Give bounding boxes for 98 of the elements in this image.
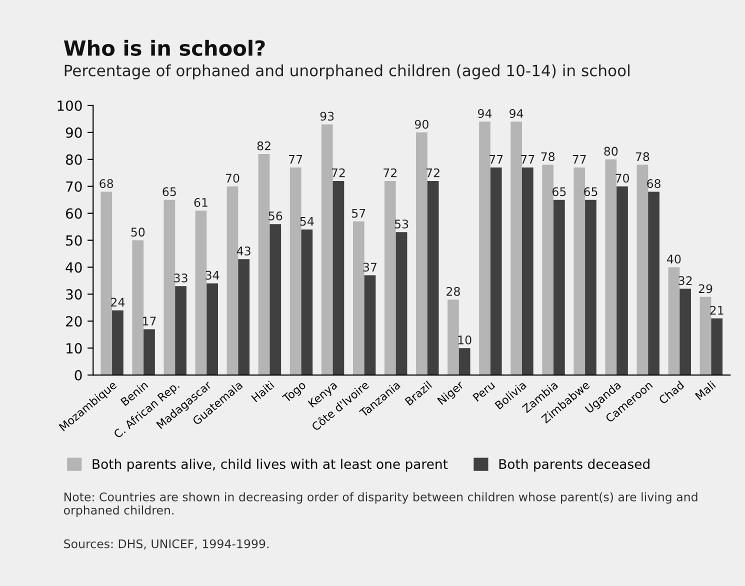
data-label: 65: [162, 187, 176, 196]
data-label: 90: [414, 120, 428, 129]
y-tick-label: 40: [66, 262, 82, 273]
bar: [510, 122, 522, 376]
bar: [112, 310, 124, 376]
data-label: 34: [206, 270, 220, 280]
bar: [206, 283, 218, 376]
bar: [427, 180, 439, 376]
bar: [144, 329, 155, 376]
data-label: 33: [174, 273, 188, 282]
y-tick-label: 80: [66, 154, 82, 165]
bar: [352, 221, 364, 376]
bar: [711, 318, 723, 376]
data-label: 72: [426, 168, 440, 178]
bar: [301, 229, 313, 376]
data-label: 40: [667, 254, 681, 264]
data-label: 94: [510, 109, 524, 118]
bar: [132, 240, 144, 376]
data-label: 32: [678, 276, 692, 286]
y-tick-label: 30: [66, 289, 82, 300]
bar: [458, 348, 470, 376]
data-label: 37: [363, 262, 376, 272]
y-tick-label: 100: [58, 100, 82, 111]
data-label: 57: [352, 208, 366, 218]
data-label: 28: [446, 286, 460, 296]
source-note: Sources: DHS, UNICEF, 1994-1999.: [64, 539, 268, 550]
data-label: 68: [100, 179, 114, 188]
bar: [384, 180, 396, 376]
bar: [100, 192, 112, 376]
y-tick-label: 20: [66, 316, 82, 327]
bar: [668, 267, 680, 376]
data-label: 77: [521, 155, 534, 164]
data-label: 50: [131, 228, 145, 237]
bar: [175, 286, 186, 376]
data-label: 72: [332, 168, 345, 178]
data-label: 77: [572, 155, 586, 164]
data-label: 70: [616, 174, 629, 183]
bar: [680, 288, 691, 376]
data-label: 10: [458, 335, 472, 344]
bar: [332, 180, 344, 376]
data-label: 72: [384, 168, 396, 178]
bar: [270, 224, 282, 376]
bar: [258, 154, 270, 376]
bar: [164, 200, 176, 376]
bar: [226, 186, 238, 376]
bar: [585, 200, 596, 376]
chart-subtitle: Percentage of orphaned and unorphaned children (aged 10-14) in school: [64, 64, 630, 80]
y-tick-label: 70: [66, 181, 82, 192]
data-label: 21: [710, 306, 724, 315]
data-label: 78: [636, 152, 650, 162]
data-label: 70: [226, 174, 240, 183]
y-tick-label: 60: [66, 208, 82, 219]
data-label: 78: [541, 152, 555, 162]
data-label: 80: [604, 146, 618, 156]
data-label: 68: [647, 179, 660, 188]
chart-title: Who is in school?: [64, 40, 265, 56]
bar: [574, 167, 586, 376]
data-label: 65: [552, 187, 566, 196]
text: Note: Countries are shown in decreasing order of disparity between children whose parent(s) are living and orphaned children.: [64, 492, 698, 517]
data-label: 65: [584, 187, 598, 196]
data-label: 29: [698, 284, 712, 294]
bar: [522, 167, 534, 376]
bar: [238, 259, 250, 376]
y-tick-label: 0: [74, 370, 82, 381]
bar: [636, 164, 648, 376]
data-label: 61: [194, 198, 208, 207]
bar: [616, 186, 628, 376]
data-label: 77: [490, 155, 503, 164]
bar: [554, 200, 565, 376]
bar: [448, 300, 459, 376]
bar: [364, 275, 376, 376]
data-label: 77: [289, 155, 302, 164]
y-tick-label: 10: [66, 343, 82, 354]
data-label: 54: [300, 217, 314, 226]
bar: [195, 210, 207, 376]
x-tick-label: Togo: [282, 380, 308, 405]
data-label: 82: [257, 141, 270, 150]
bar: [416, 132, 428, 376]
bar: [605, 159, 617, 376]
bar: [396, 232, 408, 376]
legend-label: Both parents alive, child lives with at least one parent: [92, 458, 448, 472]
data-label: 93: [320, 112, 334, 121]
data-label: 24: [111, 298, 125, 306]
data-label: 56: [268, 211, 282, 220]
bar: [479, 122, 490, 376]
bar: [542, 164, 554, 376]
bar: [321, 124, 333, 376]
bar: [648, 192, 660, 376]
y-tick-label: 90: [66, 127, 82, 138]
y-tick-label: 50: [66, 235, 82, 246]
data-label: 43: [236, 246, 250, 256]
bar: [290, 167, 302, 376]
legend-label: Both parents deceased: [499, 458, 650, 472]
data-label: 53: [394, 220, 408, 228]
data-label: 17: [143, 316, 156, 326]
data-label: 94: [478, 109, 492, 118]
bar: [490, 167, 502, 376]
bar: [700, 296, 712, 376]
